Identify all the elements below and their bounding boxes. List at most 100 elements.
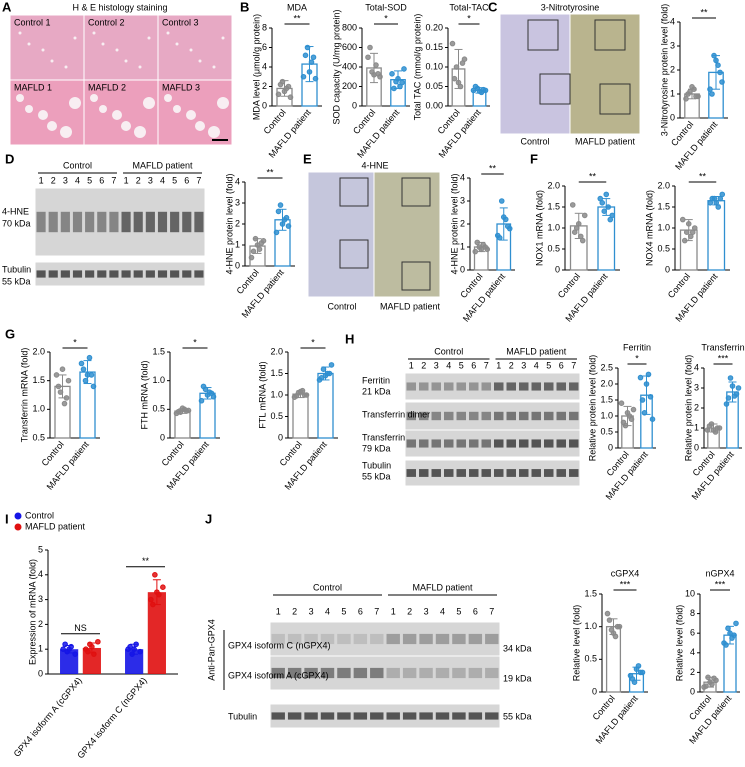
data-point <box>630 406 637 413</box>
lane-number: 7 <box>489 606 494 616</box>
lane-number: 2 <box>421 360 426 370</box>
significance-label: ** <box>699 171 707 181</box>
y-tick-label: 200 <box>342 81 357 91</box>
data-point <box>620 419 627 426</box>
data-point <box>283 214 290 221</box>
significance-label: ** <box>700 7 708 17</box>
data-point <box>639 397 646 403</box>
blot-band <box>60 270 70 278</box>
blot-band <box>469 382 479 391</box>
lane-number: 3 <box>148 175 153 185</box>
y-tick-label: 0.00 <box>425 100 443 110</box>
data-point <box>449 40 456 47</box>
y-tick-label: 0 <box>665 264 670 274</box>
y-tick-label: 4 <box>262 61 267 71</box>
zoom-box <box>401 261 431 291</box>
blot-band <box>469 469 479 477</box>
blot-band <box>431 469 441 477</box>
y-tick-label: 1.0 <box>657 222 670 232</box>
data-point <box>248 254 255 261</box>
significance-label: NS <box>74 623 87 633</box>
y-tick-label: 1.0 <box>600 410 613 420</box>
vacuole <box>208 126 220 138</box>
image-label: Control 3 <box>162 17 199 27</box>
lane-number: 6 <box>99 175 104 185</box>
blot-band <box>406 469 416 477</box>
blot-band <box>133 270 143 278</box>
data-point <box>735 385 742 391</box>
y-tick-label: 6 <box>262 42 267 52</box>
data-point <box>287 94 294 101</box>
blot-band <box>353 633 368 645</box>
y-axis-label: SOD capacity (U/mg protein) <box>331 9 341 124</box>
data-point <box>401 66 407 72</box>
blot-band <box>36 211 46 233</box>
data-point <box>685 91 691 97</box>
y-axis-label: MDA level (μmol/g protein) <box>251 14 261 120</box>
vacuole <box>27 42 31 46</box>
band-size: 21 kDa <box>362 386 391 396</box>
blot-band <box>182 270 192 278</box>
data-point <box>733 391 740 397</box>
data-point <box>706 423 713 429</box>
lane-number: 3 <box>424 606 429 616</box>
y-tick-label: 1.0 <box>32 404 45 414</box>
blot-band <box>337 667 351 679</box>
y-tick-label: 1.5 <box>152 346 165 356</box>
zoom-box <box>339 177 369 207</box>
x-tick-label: MAFLD patient <box>594 693 641 746</box>
data-point <box>152 572 158 578</box>
data-point <box>129 651 135 657</box>
lane-number: 1 <box>409 360 414 370</box>
data-point <box>183 408 190 414</box>
blot-band <box>519 382 529 391</box>
y-axis-label: Total TAC (mmol/g protein) <box>412 14 422 121</box>
y-tick-label: 1 <box>460 241 465 251</box>
significance-label: ** <box>266 167 274 177</box>
y-tick-label: 10 <box>685 588 695 598</box>
y-tick-label: 3 <box>38 594 43 604</box>
y-axis-label: Expression of mRNA (fold) <box>27 559 37 665</box>
panel-letter: G <box>5 326 15 341</box>
data-point <box>569 202 576 208</box>
lane-number: 7 <box>484 360 489 370</box>
y-tick-label: 1.5 <box>584 588 597 598</box>
y-tick-label: 3 <box>670 40 675 50</box>
significance-label: * <box>635 353 639 363</box>
panel-letter: C <box>488 0 498 14</box>
bar <box>147 592 166 674</box>
blot-background <box>404 429 581 458</box>
data-point <box>500 214 507 220</box>
blot-band <box>435 633 450 645</box>
data-point <box>472 248 479 255</box>
zoom-box <box>599 83 631 115</box>
vacuole <box>18 31 22 35</box>
vacuole <box>186 110 196 120</box>
bar <box>707 200 726 271</box>
blot-band <box>406 382 416 391</box>
group-label: Control <box>434 346 463 356</box>
image-title: H & E histology staining <box>72 2 167 12</box>
legend-marker <box>14 523 22 531</box>
vacuole <box>64 65 68 69</box>
lane-number: 5 <box>341 606 346 616</box>
data-point <box>628 416 635 423</box>
blot-band <box>469 411 479 421</box>
y-axis-label: Relative protein level (fold) <box>683 355 693 462</box>
lane-number: 2 <box>509 360 514 370</box>
data-point <box>607 216 614 223</box>
data-point <box>683 229 690 235</box>
blot-band <box>157 270 168 278</box>
data-point <box>252 235 259 242</box>
lane-number: 1 <box>276 606 281 616</box>
x-tick-label: Control <box>666 271 692 300</box>
chart-title: Ferritin <box>623 342 651 352</box>
lane-number: 7 <box>374 606 379 616</box>
blot-band <box>72 211 83 233</box>
y-tick-label: 2.0 <box>657 180 670 190</box>
y-tick-label: 1.5 <box>547 201 560 211</box>
y-tick-label: 0.5 <box>657 243 670 253</box>
data-point <box>725 395 732 401</box>
y-tick-label: 0 <box>670 112 675 122</box>
